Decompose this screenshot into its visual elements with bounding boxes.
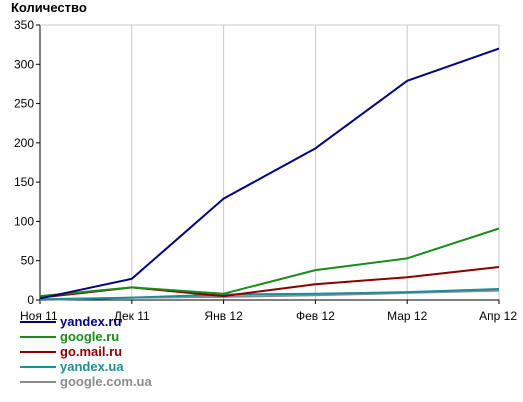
y-tick-label: 100 [14, 214, 34, 228]
y-tick-label: 300 [14, 57, 34, 71]
x-tick-label: Мар 12 [387, 309, 427, 323]
y-tick-label: 150 [14, 175, 34, 189]
x-tick-label: Янв 12 [204, 309, 243, 323]
y-tick-label: 350 [14, 18, 34, 32]
legend-swatch [20, 351, 56, 353]
legend-swatch [20, 321, 56, 323]
y-tick-label: 250 [14, 97, 34, 111]
legend-label: google.ru [60, 329, 120, 344]
x-tick-label: Апр 12 [479, 309, 517, 323]
y-tick-label: 0 [27, 293, 34, 307]
x-tick-label: Фев 12 [296, 309, 335, 323]
legend-label: yandex.ua [60, 359, 124, 374]
y-tick-label: 50 [21, 254, 35, 268]
legend-swatch [20, 381, 56, 383]
legend-label: google.com.ua [60, 374, 152, 389]
x-tick-label: Дек 11 [114, 309, 150, 323]
legend-label: go.mail.ru [60, 344, 123, 359]
legend-label: yandex.ru [60, 314, 122, 329]
y-axis-label: Количество [11, 0, 87, 15]
legend-swatch [20, 336, 56, 338]
legend-swatch [20, 366, 56, 368]
series-line-yandex-ua [39, 288, 500, 301]
series-line-yandex-ru [39, 47, 500, 300]
y-tick-label: 200 [14, 136, 34, 150]
x-tick-label: Ноя 11 [20, 309, 58, 323]
series-line-google-ru [39, 227, 500, 298]
